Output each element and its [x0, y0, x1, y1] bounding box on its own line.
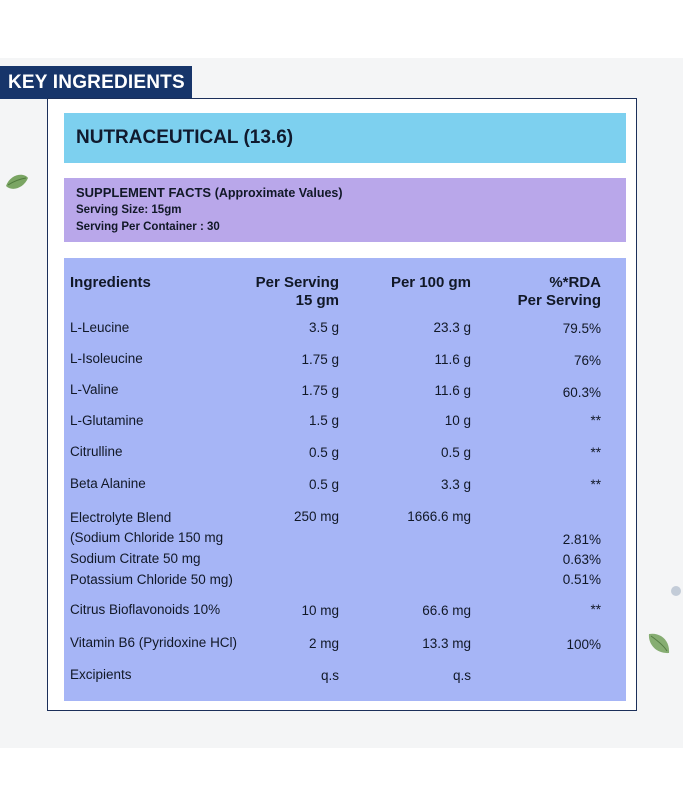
- row-per-serving: 2 mg: [308, 636, 339, 651]
- row-name: Potassium Chloride 50 mg): [70, 572, 233, 587]
- row-per-100gm: q.s: [452, 668, 471, 683]
- row-per-100gm: 10 g: [444, 413, 471, 428]
- row-rda: 60.3%: [562, 385, 601, 400]
- header-rda-line2: Per Serving: [517, 292, 601, 309]
- facts-note: (Approximate Values): [214, 186, 343, 200]
- row-name: Vitamin B6 (Pyridoxine HCl): [70, 635, 238, 650]
- row-per-100gm: 66.6 mg: [422, 603, 471, 618]
- row-per-100gm: 11.6 g: [434, 383, 471, 398]
- header-per-serving-line2: 15 gm: [295, 292, 339, 309]
- row-name: L-Leucine: [70, 320, 130, 335]
- row-per-100gm: 3.3 g: [440, 477, 471, 492]
- ingredients-table: [64, 258, 626, 701]
- row-name: Citrus Bioflavonoids 10%: [70, 602, 221, 617]
- row-per-100gm: 1666.6 mg: [407, 509, 471, 524]
- row-name: Beta Alanine: [70, 476, 146, 491]
- row-per-serving: 1.75 g: [301, 352, 339, 367]
- servings-per-container: Serving Per Container : 30: [76, 221, 220, 233]
- row-rda: **: [590, 477, 601, 492]
- leaf-icon: [648, 633, 670, 654]
- row-per-serving: 1.5 g: [308, 413, 339, 428]
- row-per-serving: 0.5 g: [308, 445, 339, 460]
- row-per-serving: 1.75 g: [301, 383, 339, 398]
- row-rda: **: [590, 602, 601, 617]
- serving-size: Serving Size: 15gm: [76, 204, 182, 216]
- row-name: L-Valine: [70, 382, 119, 397]
- header-rda: %*RDA Per Serving: [518, 274, 601, 310]
- row-rda: 0.51%: [562, 572, 601, 587]
- row-per-serving: 250 mg: [293, 509, 339, 524]
- row-per-100gm: 0.5 g: [440, 445, 471, 460]
- row-per-serving: q.s: [320, 668, 339, 683]
- header-per-serving-line1: Per Serving: [255, 274, 339, 291]
- row-rda: **: [590, 413, 601, 428]
- header-per-serving: Per Serving 15 gm: [256, 274, 339, 310]
- row-rda: 0.63%: [562, 552, 601, 567]
- row-name: Sodium Citrate 50 mg: [70, 551, 201, 566]
- row-name: (Sodium Chloride 150 mg: [70, 530, 224, 545]
- row-per-serving: 0.5 g: [308, 477, 339, 492]
- header-per-100gm: Per 100 gm: [390, 274, 471, 291]
- decor-dot: [671, 586, 681, 596]
- header-rda-line1: %*RDA: [549, 274, 601, 291]
- leaf-icon: [6, 174, 28, 189]
- row-per-100gm: 13.3 mg: [422, 636, 471, 651]
- row-per-serving: 3.5 g: [308, 320, 339, 335]
- row-per-serving: 10 mg: [301, 603, 339, 618]
- row-name: Excipients: [70, 667, 132, 682]
- key-ingredients-badge: KEY INGREDIENTS: [0, 66, 192, 99]
- row-rda: 79.5%: [562, 321, 601, 336]
- row-name: L-Glutamine: [70, 413, 144, 428]
- row-rda: 100%: [566, 637, 601, 652]
- row-per-100gm: 11.6 g: [434, 352, 471, 367]
- row-per-100gm: 23.3 g: [433, 320, 471, 335]
- row-name: L-Isoleucine: [70, 351, 143, 366]
- row-name: Electrolyte Blend: [70, 510, 172, 525]
- row-rda: **: [590, 445, 601, 460]
- product-title: NUTRACEUTICAL (13.6): [64, 113, 626, 163]
- facts-heading: SUPPLEMENT FACTS (Approximate Values): [76, 184, 614, 202]
- row-rda: 2.81%: [562, 532, 601, 547]
- supplement-facts-box: SUPPLEMENT FACTS (Approximate Values) Se…: [64, 178, 626, 242]
- row-rda: 76%: [573, 353, 601, 368]
- header-ingredients: Ingredients: [70, 274, 151, 291]
- facts-heading-text: SUPPLEMENT FACTS: [76, 185, 212, 200]
- row-name: Citrulline: [70, 444, 123, 459]
